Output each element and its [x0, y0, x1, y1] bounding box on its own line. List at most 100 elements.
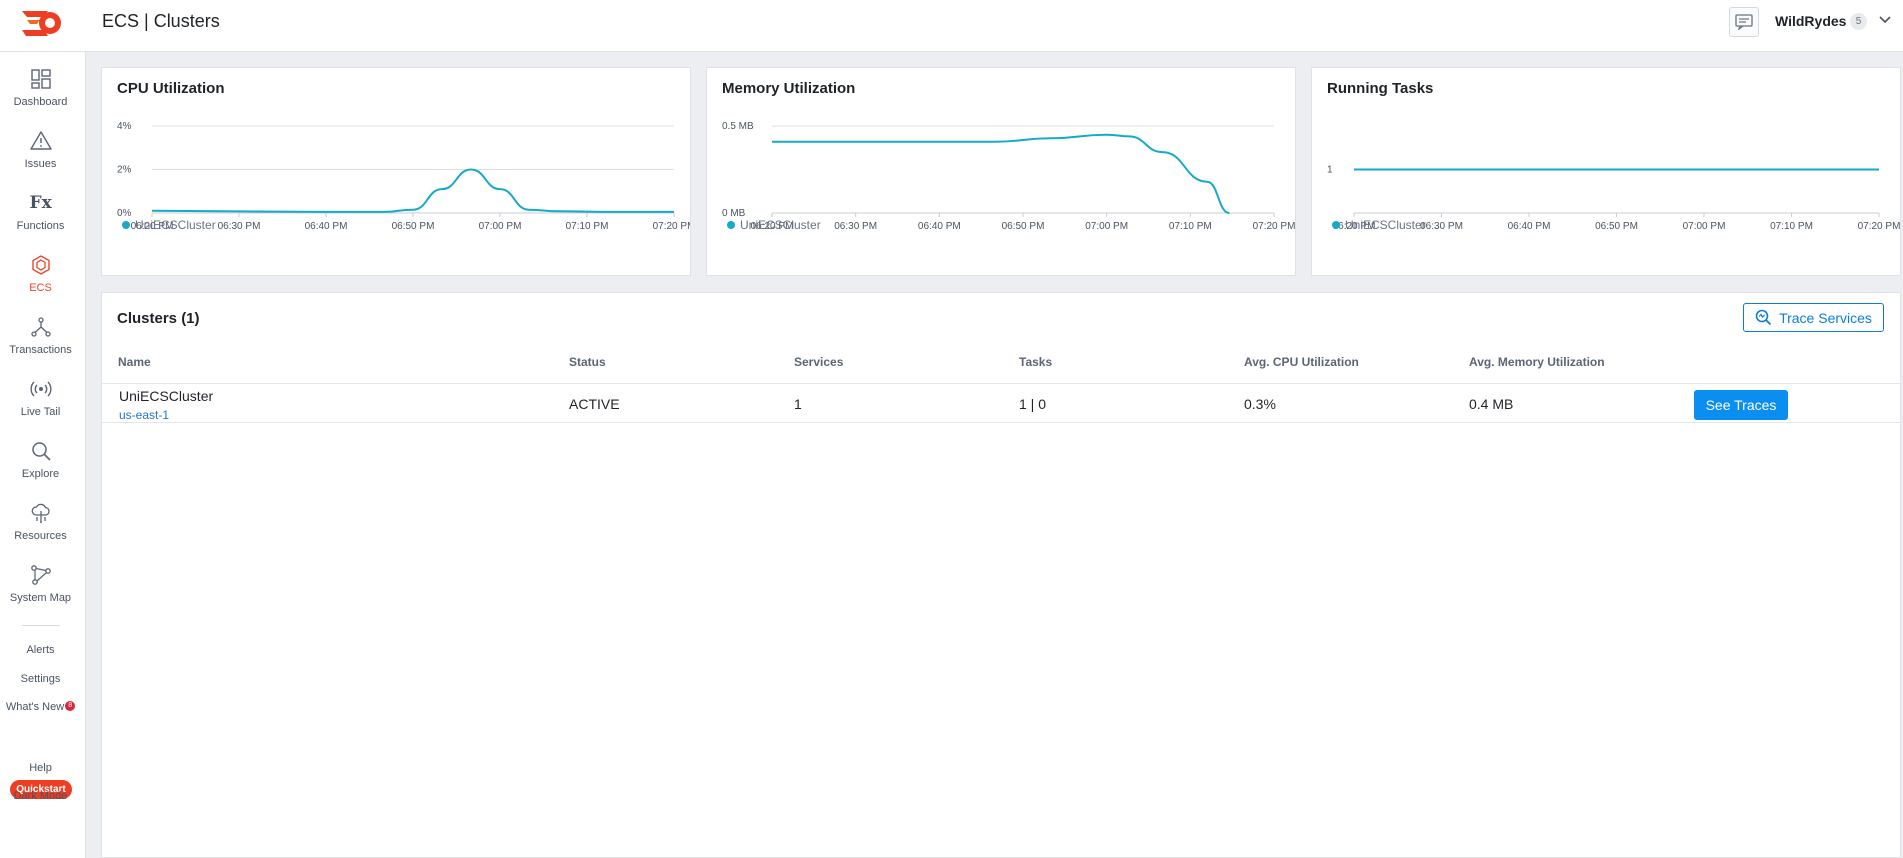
system-map-icon — [30, 565, 51, 585]
running-tasks-card: Running Tasks 1 06:20 PM 06:30 PM 06:40 PM 0… — [1311, 67, 1901, 276]
y-tick-label: 2% — [117, 165, 132, 176]
dashboard-icon — [30, 69, 51, 89]
x-tick-label: 07:00 PM — [1085, 221, 1128, 232]
ecs-icon — [31, 255, 50, 275]
column-header-name[interactable]: Name — [118, 355, 151, 369]
feedback-button[interactable] — [1729, 7, 1759, 37]
sidebar-item-label: Issues — [24, 158, 57, 170]
legend-swatch — [122, 221, 130, 229]
sidebar-item-system-map[interactable]: System Map — [0, 564, 81, 620]
cluster-region: us-east-1 — [119, 408, 170, 422]
cpu-utilization-chart: 0% 2% 4% 06:20 PM 06:30 PM 06:40 PM 06:50 PM 07… — [117, 121, 690, 232]
x-tick-label: 06:50 PM — [1595, 221, 1638, 232]
chart-legend[interactable]: UniECSCluster — [1332, 218, 1426, 232]
transactions-icon — [30, 317, 51, 337]
x-tick-label: 06:20 PM — [131, 221, 174, 232]
chart-title: CPU Utilization — [117, 80, 225, 97]
sidebar-item-explore[interactable]: Explore — [0, 440, 81, 496]
cluster-avg-cpu: 0.3% — [1244, 396, 1276, 412]
series-line — [772, 133, 1230, 214]
logo-icon[interactable] — [18, 6, 64, 40]
resources-icon — [31, 503, 50, 523]
sidebar-link-alerts[interactable]: Alerts — [26, 644, 55, 656]
chart-title: Running Tasks — [1327, 80, 1434, 97]
chart-legend[interactable]: UniECSCluster — [122, 218, 216, 232]
sidebar-item-label: Transactions — [9, 344, 72, 356]
legend-label: UniECSCluster — [135, 218, 216, 232]
x-tick-label: 06:20 PM — [1333, 221, 1376, 232]
cluster-status: ACTIVE — [569, 396, 620, 412]
warning-icon — [29, 131, 52, 150]
functions-icon: Fx — [29, 193, 52, 213]
trace-search-icon — [1755, 309, 1772, 326]
x-tick-label: 06:50 PM — [392, 221, 435, 232]
y-tick-label: 4% — [117, 121, 132, 132]
series-line — [151, 168, 674, 213]
cluster-services: 1 — [794, 396, 802, 412]
memory-utilization-card: Memory Utilization 0 MB 0.5 MB 06:20 PM 06:… — [706, 67, 1296, 276]
org-count-badge: 5 — [1850, 13, 1867, 30]
cpu-utilization-card: CPU Utilization 0% 2% 4% 06:20 PM 06:30 PM 06… — [101, 67, 691, 276]
x-tick-label: 06:40 PM — [918, 221, 961, 232]
clusters-panel: Clusters (1) Trace Services Name Status … — [101, 292, 1901, 858]
column-header-avg-memory[interactable]: Avg. Memory Utilization — [1469, 355, 1605, 369]
sidebar-item-live-tail[interactable]: Live Tail — [0, 378, 81, 434]
x-tick-label: 07:10 PM — [1169, 221, 1212, 232]
sidebar-item-label: System Map — [9, 592, 72, 604]
quickstart-button[interactable]: Quickstart — [10, 780, 72, 799]
cluster-tasks: 1 | 0 — [1019, 396, 1046, 412]
cluster-name-link[interactable]: UniECSCluster — [119, 388, 214, 404]
x-tick-label: 07:10 PM — [1770, 221, 1813, 232]
chat-icon — [1735, 14, 1753, 30]
memory-utilization-chart: 0 MB 0.5 MB 06:20 PM 06:30 PM 06:40 PM 06:50 … — [722, 121, 1295, 232]
search-icon — [31, 442, 51, 461]
legend-swatch — [1332, 221, 1340, 229]
sidebar-item-transactions[interactable]: Transactions — [0, 316, 81, 372]
x-tick-label: 06:30 PM — [834, 221, 877, 232]
table-row[interactable]: UniECSCluster us-east-1 ACTIVE 1 1 | 0 0… — [102, 383, 1900, 423]
column-header-status[interactable]: Status — [569, 355, 606, 369]
x-tick-label: 07:20 PM — [653, 221, 690, 232]
org-name[interactable]: WildRydes — [1775, 13, 1847, 29]
x-tick-label: 07:00 PM — [479, 221, 522, 232]
x-tick-label: 06:40 PM — [305, 221, 348, 232]
legend-label: UniECSCluster — [740, 218, 821, 232]
whats-new-badge: 8 — [65, 701, 76, 711]
sidebar-item-issues[interactable]: Issues — [0, 130, 81, 186]
legend-swatch — [727, 221, 735, 229]
sidebar-item-functions[interactable]: Fx Functions — [0, 192, 81, 248]
top-bar: ECS | Clusters WildRydes 5 — [0, 0, 1903, 52]
chevron-down-icon[interactable] — [1878, 13, 1892, 27]
cluster-avg-memory: 0.4 MB — [1469, 396, 1514, 412]
sidebar-item-ecs[interactable]: ECS — [0, 254, 81, 310]
sidebar: Dashboard Issues Fx Functions ECS Transa… — [0, 52, 86, 858]
x-tick-label: 07:20 PM — [1858, 221, 1900, 232]
sidebar-item-label: Live Tail — [20, 406, 61, 418]
trace-services-button[interactable]: Trace Services — [1743, 303, 1884, 332]
column-header-services[interactable]: Services — [794, 355, 844, 369]
sidebar-link-dark-mode[interactable]: Dark Mode — [13, 790, 68, 802]
trace-services-label: Trace Services — [1779, 309, 1872, 326]
chart-legend[interactable]: UniECSCluster — [727, 218, 821, 232]
x-tick-label: 06:50 PM — [1002, 221, 1045, 232]
y-tick-label: 0.5 MB — [722, 121, 754, 132]
legend-label: UniECSCluster — [1345, 218, 1426, 232]
live-tail-icon — [29, 381, 52, 397]
sidebar-divider — [22, 625, 60, 626]
column-header-tasks[interactable]: Tasks — [1019, 355, 1053, 369]
sidebar-link-settings[interactable]: Settings — [20, 673, 61, 685]
see-traces-button[interactable]: See Traces — [1694, 390, 1788, 420]
sidebar-item-resources[interactable]: Resources — [0, 502, 81, 558]
page-title: ECS | Clusters — [102, 11, 220, 31]
x-tick-label: 06:20 PM — [751, 221, 794, 232]
sidebar-link-help[interactable]: Help — [29, 762, 52, 774]
y-tick-label: 1 — [1327, 165, 1333, 176]
x-tick-label: 06:30 PM — [218, 221, 261, 232]
x-tick-label: 07:00 PM — [1683, 221, 1726, 232]
chart-title: Memory Utilization — [722, 80, 856, 97]
sidebar-item-dashboard[interactable]: Dashboard — [0, 68, 81, 124]
column-header-avg-cpu[interactable]: Avg. CPU Utilization — [1244, 355, 1359, 369]
sidebar-link-whats-new[interactable]: What's New 8 — [0, 701, 81, 713]
x-tick-label: 07:20 PM — [1253, 221, 1295, 232]
x-tick-label: 06:40 PM — [1508, 221, 1551, 232]
